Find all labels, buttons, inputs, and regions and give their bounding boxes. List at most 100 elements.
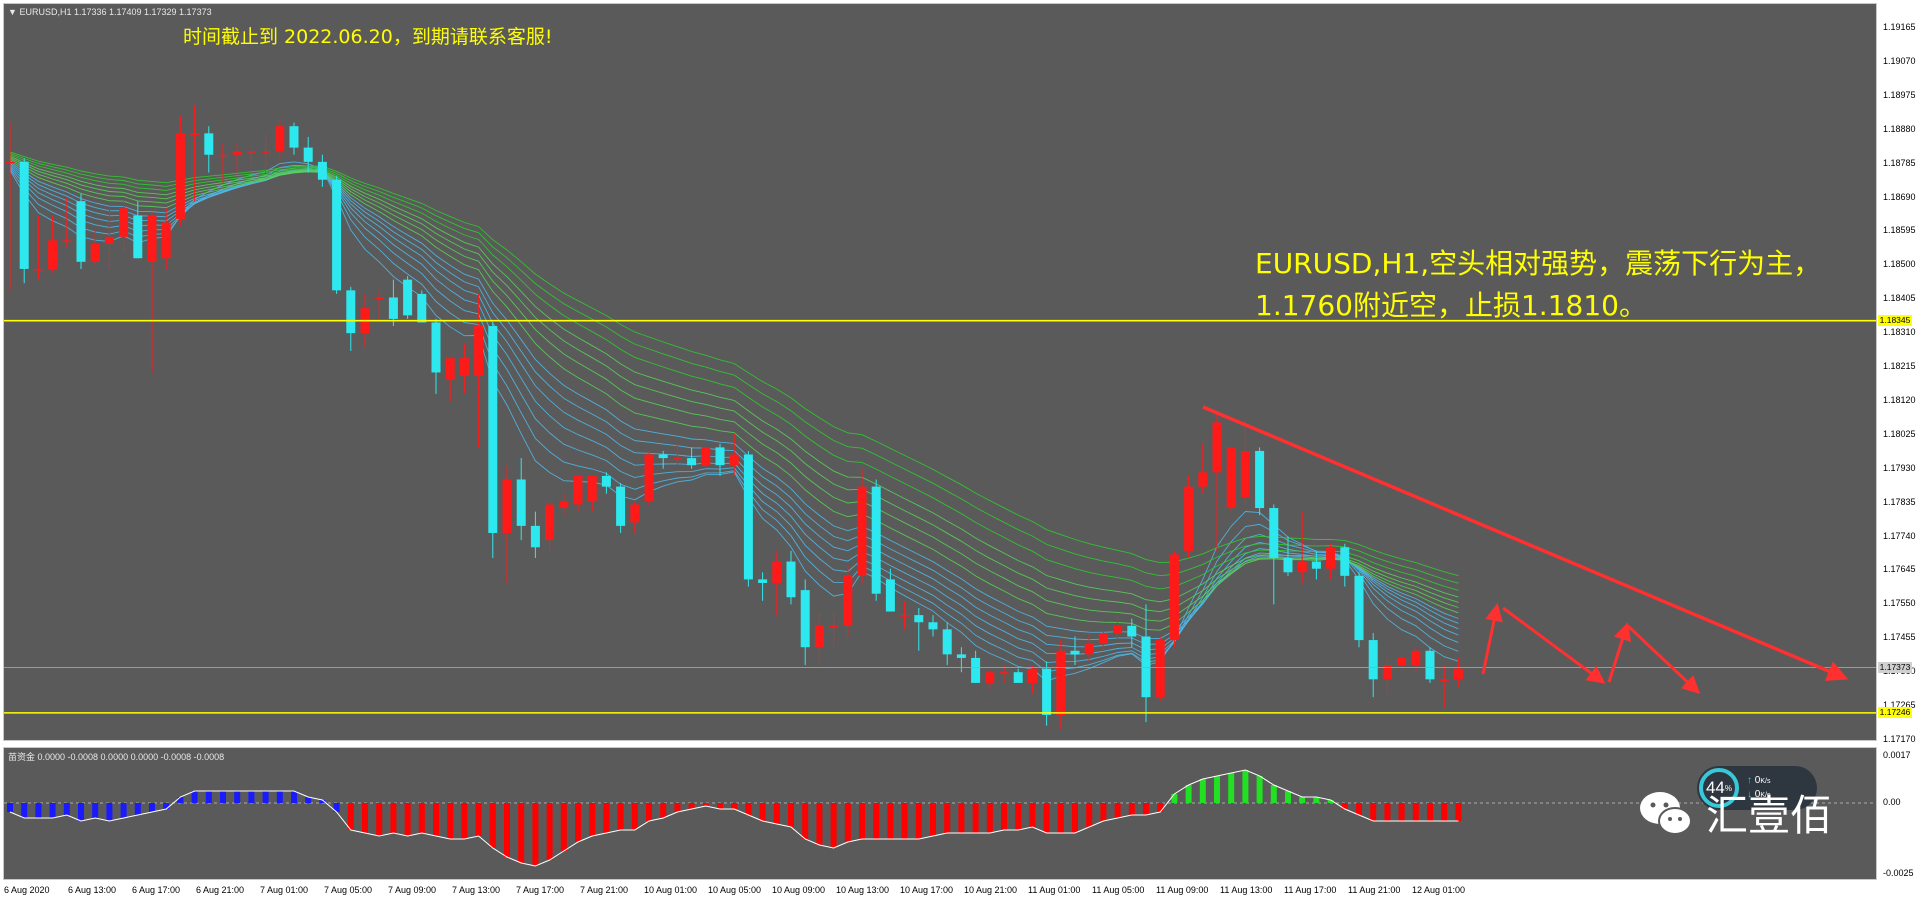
candle-body — [474, 326, 484, 376]
histogram-bar — [220, 791, 226, 803]
histogram-bar — [1100, 803, 1107, 821]
candle-body — [545, 504, 555, 541]
ma-line — [9, 160, 1459, 631]
histogram-bar — [1114, 803, 1121, 818]
current-price-badge: 1.17373 — [1878, 661, 1912, 673]
histogram-bar — [1001, 803, 1007, 830]
price-tick-label: 1.17835 — [1883, 496, 1916, 507]
network-speed-widget[interactable]: 44% ↑ 0K/s ↓ 0K/s — [1697, 766, 1817, 810]
price-scale[interactable] — [1877, 3, 1919, 741]
price-tick-label: 1.17740 — [1883, 530, 1916, 541]
histogram-bar — [674, 803, 681, 812]
time-label: 11 Aug 17:00 — [1284, 885, 1337, 895]
histogram-bar — [1228, 773, 1235, 803]
histogram-bar — [1015, 803, 1022, 830]
trend-arrows — [1202, 405, 1849, 695]
histogram-bar — [1398, 803, 1405, 821]
up-arrow-icon: ↑ — [1747, 775, 1752, 786]
histogram-bar — [1128, 803, 1135, 815]
histogram-bar — [1341, 803, 1348, 809]
histogram-bar — [177, 797, 184, 803]
candle-body — [956, 654, 966, 658]
collapse-arrow-icon[interactable]: ▼ — [8, 7, 17, 17]
ma-line — [9, 151, 1459, 577]
candle-body — [1113, 625, 1123, 633]
price-tick-label: 1.17170 — [1883, 734, 1916, 744]
candle-body — [1255, 450, 1265, 509]
ma-line — [9, 164, 1459, 651]
histogram-bar — [319, 800, 326, 803]
time-label: 7 Aug 21:00 — [580, 885, 629, 895]
candle-body — [1184, 486, 1194, 551]
histogram-bar — [433, 803, 439, 836]
ma-line — [9, 155, 1459, 603]
candle-body — [616, 486, 626, 526]
ma-line — [9, 154, 1459, 591]
candle-body — [658, 454, 668, 459]
histogram-bar — [830, 803, 837, 848]
histogram-bar — [35, 803, 42, 818]
candle-body — [885, 579, 895, 612]
speed-value: 44 — [1705, 778, 1725, 797]
time-label: 10 Aug 09:00 — [772, 885, 826, 895]
candle-body — [928, 622, 938, 630]
price-tick-label: 1.17265 — [1883, 700, 1916, 711]
histogram-bar — [1427, 803, 1433, 821]
indicator-scale[interactable] — [1877, 747, 1919, 880]
ma-line — [9, 164, 1459, 673]
candle-body — [133, 215, 143, 259]
time-label: 7 Aug 09:00 — [388, 885, 437, 895]
histogram-bar — [1299, 797, 1306, 803]
time-label: 6 Aug 17:00 — [132, 885, 181, 895]
candle-body — [161, 222, 171, 259]
analysis-line-1: EURUSD,H1,空头相对强势，震荡下行为主， — [1255, 247, 1822, 280]
histogram-bar — [617, 803, 624, 830]
candle-body — [644, 454, 654, 501]
candle-body — [516, 479, 526, 526]
histogram-bar — [1242, 770, 1249, 803]
histogram-bar — [291, 791, 297, 803]
histogram-bar — [1086, 803, 1093, 827]
candle-body — [175, 133, 185, 219]
histogram-bar — [447, 803, 454, 839]
price-chart-area[interactable] — [3, 3, 1877, 741]
price-tick-label: 1.18120 — [1883, 394, 1916, 405]
wechat-icon — [1640, 791, 1692, 835]
up-unit: K/s — [1760, 778, 1771, 785]
price-tick-label: 1.18880 — [1883, 123, 1916, 134]
time-label: 10 Aug 21:00 — [964, 885, 1018, 895]
time-label: 10 Aug 05:00 — [708, 885, 762, 895]
histogram-bar — [560, 803, 567, 851]
projection-arrow — [1502, 606, 1606, 684]
candle-body — [715, 447, 725, 466]
histogram-bar — [518, 803, 525, 863]
histogram-bar — [1072, 803, 1078, 833]
histogram-bar — [887, 803, 894, 839]
time-axis[interactable] — [0, 880, 1919, 901]
candle-body — [388, 297, 398, 319]
candle-body — [289, 126, 299, 148]
histogram-bar — [347, 803, 354, 830]
candle-body — [232, 151, 242, 155]
price-tick-label: 1.18215 — [1883, 361, 1916, 372]
price-tick-label: 1.18785 — [1883, 157, 1916, 168]
candle-body — [1269, 508, 1279, 558]
indicator-subwindow[interactable] — [3, 747, 1877, 880]
histogram-bar — [149, 803, 155, 812]
histogram-bar — [773, 803, 780, 824]
candle-body — [204, 133, 214, 155]
candles — [5, 104, 1463, 730]
candle-body — [1056, 650, 1066, 716]
histogram-bar — [972, 803, 979, 833]
candle-body — [672, 458, 682, 460]
histogram-bar — [546, 803, 553, 860]
ma-line — [9, 167, 1459, 664]
histogram-bar — [631, 803, 638, 830]
ma-line — [9, 158, 1459, 622]
time-label: 11 Aug 13:00 — [1220, 885, 1273, 895]
histogram-bar — [901, 803, 908, 839]
expiry-notice: 时间截止到 2022.06.20，到期请联系客服! — [183, 26, 553, 48]
chart-header: ▼ EURUSD,H1 1.17336 1.17409 1.17329 1.17… — [8, 7, 212, 17]
histogram-bar — [134, 803, 141, 815]
